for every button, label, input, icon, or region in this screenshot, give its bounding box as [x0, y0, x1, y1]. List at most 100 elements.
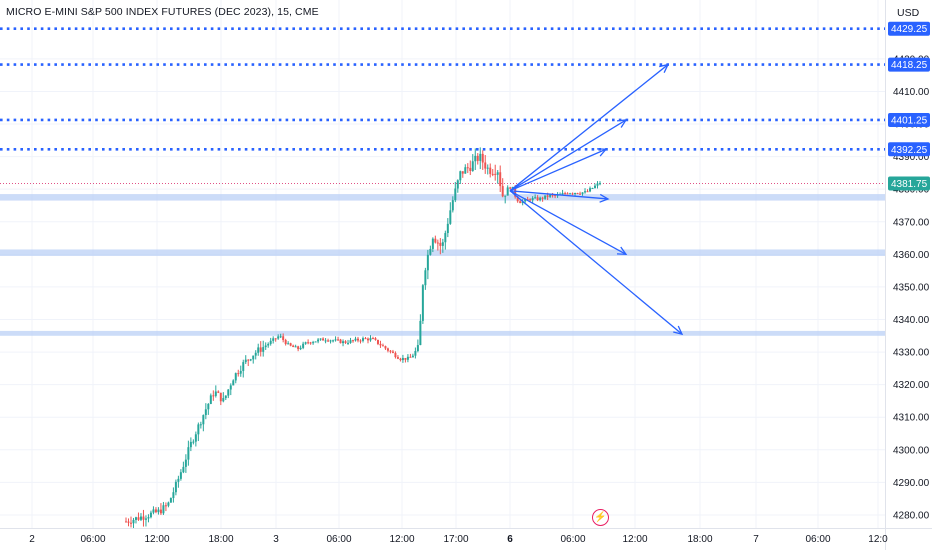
- currency-label[interactable]: USD: [897, 7, 920, 19]
- y-tick-label: 4350.00: [893, 282, 930, 293]
- candle-body: [169, 498, 172, 503]
- candle-body: [509, 187, 512, 189]
- candle-body: [202, 415, 205, 425]
- y-tick-label: 4330.00: [893, 348, 930, 359]
- candle-body: [436, 242, 439, 244]
- candle-body: [267, 343, 270, 346]
- projection-arrows[interactable]: [509, 63, 684, 336]
- price-axis[interactable]: [885, 0, 932, 550]
- candle-body: [569, 193, 572, 195]
- candle-body: [416, 345, 419, 352]
- lightning-icon[interactable]: ⚡: [592, 509, 609, 526]
- projection-arrow-head: [616, 119, 628, 128]
- candle-body: [369, 338, 372, 341]
- candle-body: [187, 447, 190, 460]
- candle-body: [262, 347, 265, 352]
- candle-body: [272, 338, 275, 341]
- projection-arrow[interactable]: [509, 119, 627, 192]
- candle-body: [234, 373, 237, 381]
- candle-body: [551, 194, 554, 196]
- projection-arrow[interactable]: [509, 190, 609, 200]
- candle-body: [576, 193, 579, 195]
- candle-body: [394, 352, 397, 358]
- projection-arrow[interactable]: [509, 190, 627, 255]
- candle-body: [564, 193, 567, 195]
- candle-body: [192, 441, 195, 443]
- candle-body: [232, 380, 235, 386]
- candle-body: [352, 340, 355, 342]
- candle-body: [322, 338, 325, 341]
- candle-body: [364, 338, 367, 340]
- support-zone[interactable]: [0, 194, 885, 201]
- candle-body: [299, 347, 302, 350]
- candle-body: [239, 370, 242, 374]
- candle-body: [229, 385, 232, 390]
- x-tick-label: 2: [29, 534, 35, 545]
- y-tick-label: 4290.00: [893, 478, 930, 489]
- level-price-badge: [888, 57, 930, 72]
- level-price-badge: [888, 142, 930, 157]
- candle-body: [539, 197, 542, 201]
- candle-body: [494, 173, 497, 175]
- candle-body: [339, 339, 342, 344]
- candle-body: [357, 338, 360, 341]
- candle-body: [172, 492, 175, 499]
- projection-arrow[interactable]: [509, 190, 683, 335]
- candle-body: [384, 346, 387, 349]
- candle-body: [491, 173, 494, 175]
- candle-body: [584, 191, 587, 193]
- candle-body: [259, 347, 262, 352]
- candle-body: [309, 342, 312, 344]
- candle-body: [287, 343, 290, 345]
- candle-body: [224, 395, 227, 399]
- candle-body: [434, 238, 437, 243]
- candle-body: [269, 340, 272, 344]
- candle-body: [317, 339, 320, 342]
- candle-body: [327, 340, 330, 342]
- candle-body: [227, 389, 230, 396]
- candle-body: [476, 155, 479, 161]
- candle-body: [304, 342, 307, 344]
- support-zone[interactable]: [0, 330, 885, 336]
- candle-body: [194, 434, 197, 442]
- candle-body: [449, 210, 452, 224]
- y-tick-label: 4370.00: [893, 217, 930, 228]
- candle-body: [289, 343, 292, 346]
- candle-body: [329, 340, 332, 342]
- candle-body: [307, 342, 310, 344]
- candle-body: [371, 338, 374, 340]
- projection-arrow-head: [596, 148, 608, 157]
- candle-body: [456, 180, 459, 189]
- candle-body: [257, 347, 260, 353]
- candle-body: [127, 521, 130, 523]
- candle-body: [167, 502, 170, 506]
- candle-body: [589, 188, 592, 192]
- candle-body: [214, 391, 217, 396]
- projection-arrow[interactable]: [509, 64, 669, 192]
- candle-body: [381, 345, 384, 347]
- candle-body: [386, 348, 389, 351]
- x-tick-label: 06:00: [805, 534, 830, 545]
- candle-body: [277, 336, 280, 339]
- candle-body: [237, 373, 240, 375]
- candle-body: [349, 340, 352, 343]
- x-tick-label: 17:00: [443, 534, 468, 545]
- last-price-badge-text: 4381.75: [891, 179, 928, 190]
- candle-body: [481, 153, 484, 163]
- candle-body: [506, 187, 509, 196]
- candle-body: [217, 391, 220, 393]
- candle-body: [519, 201, 522, 204]
- projection-arrow-head: [616, 246, 628, 256]
- candle-body: [177, 478, 180, 482]
- candle-body: [332, 340, 335, 342]
- projection-arrow[interactable]: [509, 148, 607, 192]
- candle-body: [546, 195, 549, 197]
- candles: [125, 147, 601, 529]
- candle-body: [249, 359, 252, 361]
- candle-body: [581, 192, 584, 194]
- candle-body: [282, 336, 285, 340]
- candle-body: [466, 167, 469, 169]
- candle-body: [484, 162, 487, 169]
